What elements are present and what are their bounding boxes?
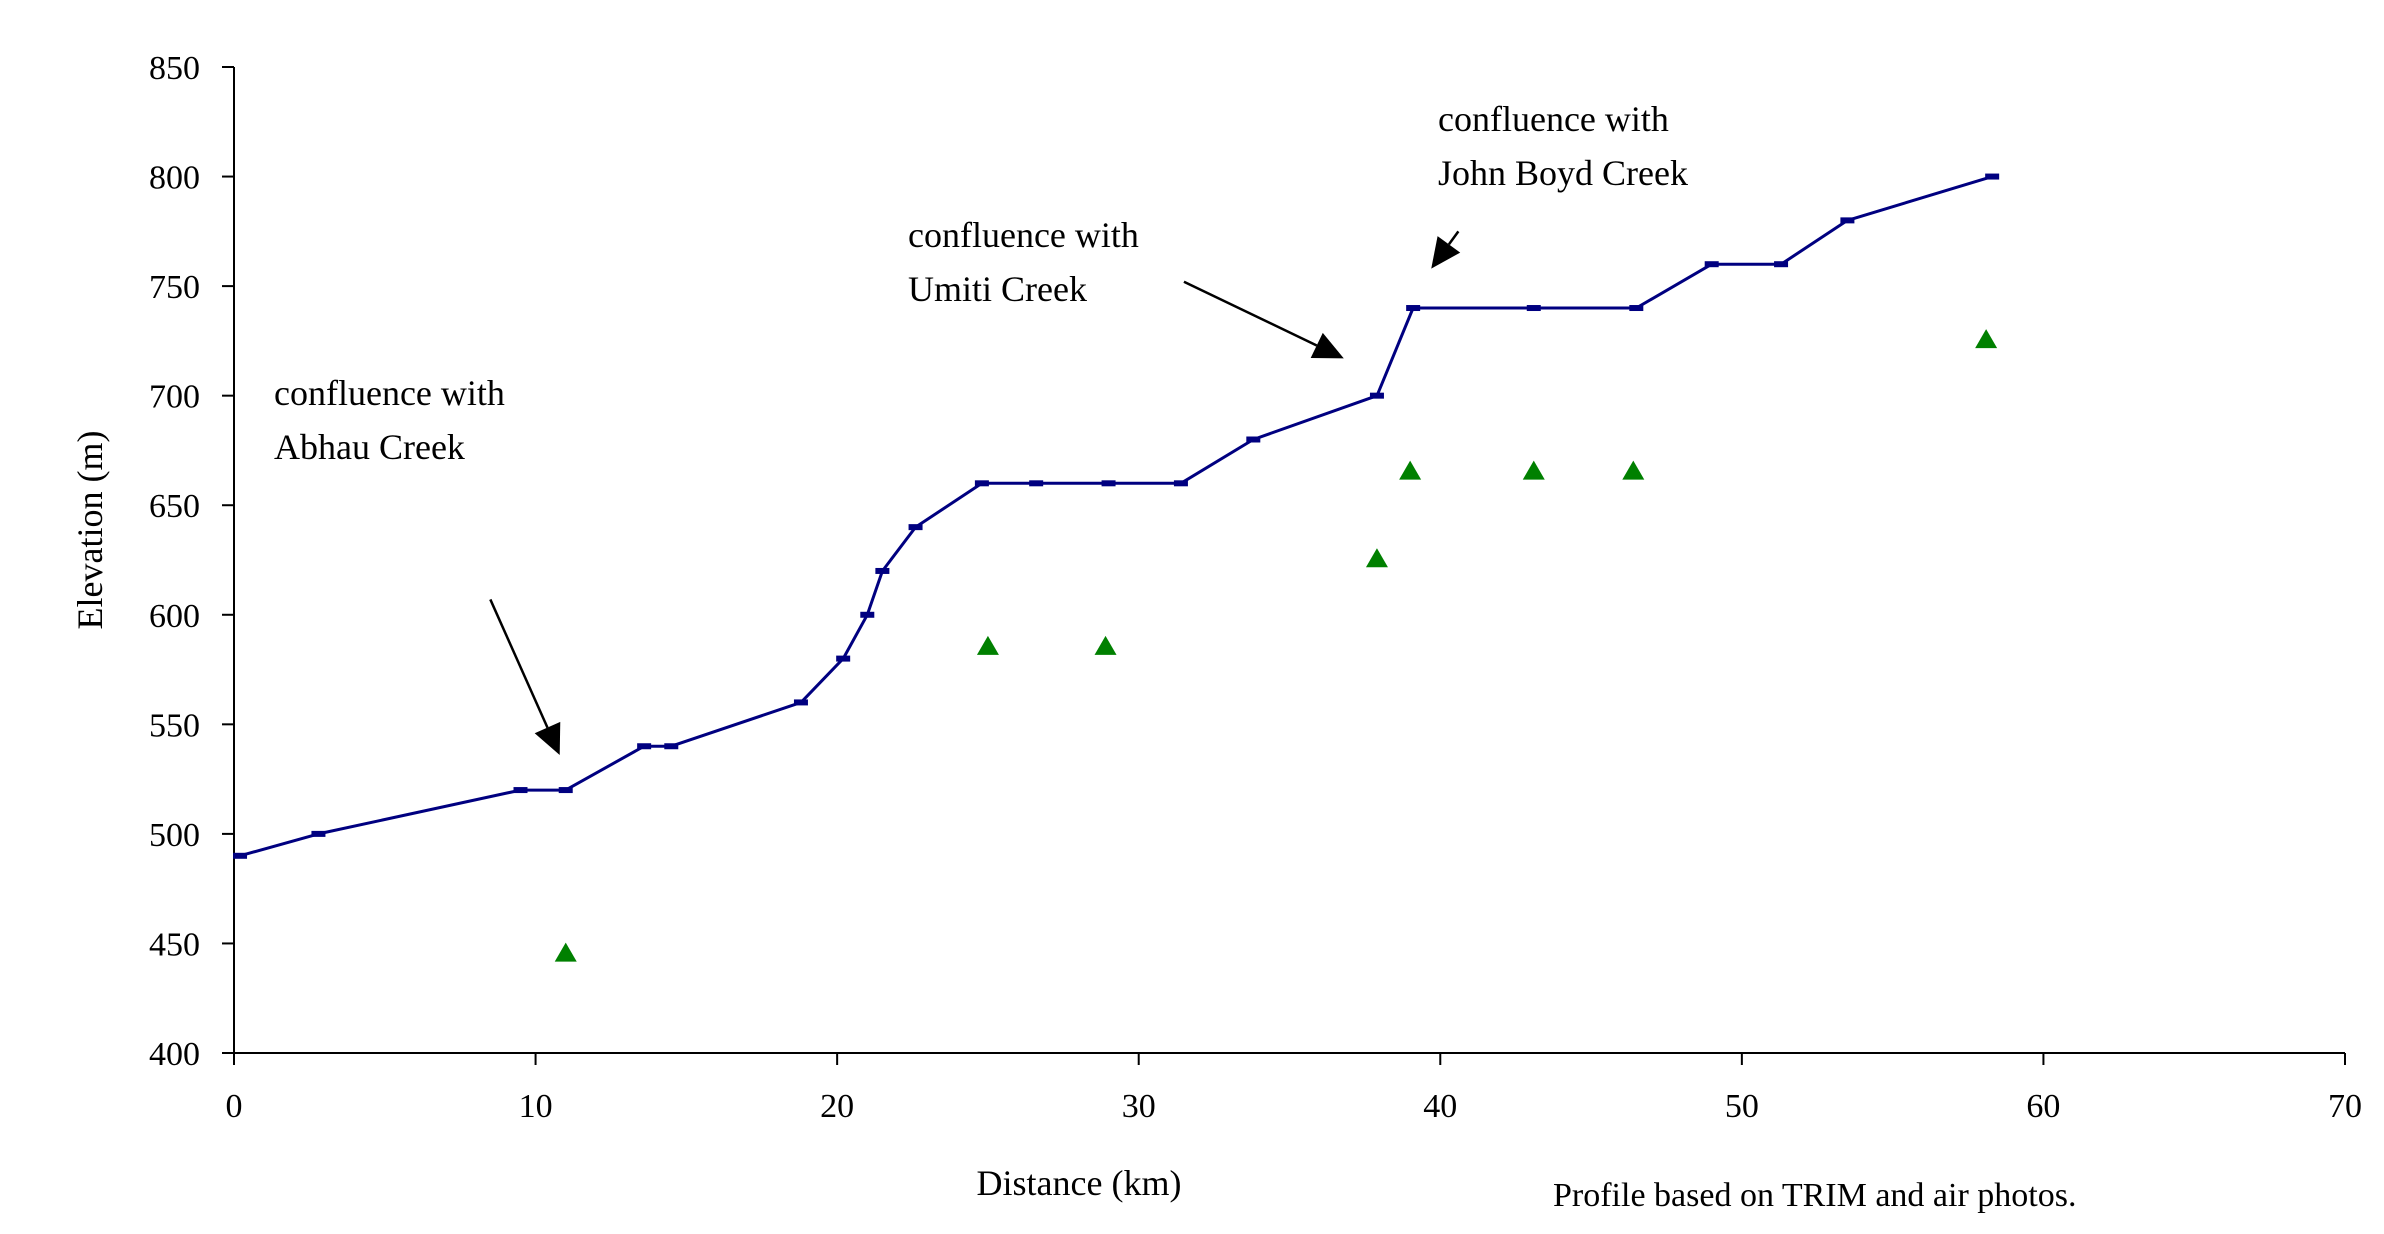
triangle-point	[1094, 635, 1117, 655]
profile-line	[239, 175, 1993, 858]
annotation-arrow-head	[1431, 236, 1461, 269]
annotation-arrow-head	[534, 721, 561, 756]
triangle-point	[554, 942, 577, 962]
x-tick-label: 70	[2328, 1088, 2362, 1125]
y-tick-label: 500	[149, 817, 200, 854]
x-tick-label: 30	[1122, 1088, 1156, 1125]
axes: 400 450 500 550 600 650 700 750 800 850 0 10 20 30 40 5…	[149, 50, 2362, 1125]
source-note: Profile based on TRIM and air photos.	[1553, 1177, 2076, 1214]
y-tick-label: 400	[149, 1036, 200, 1073]
triangle-point	[1365, 548, 1388, 568]
y-tick-label: 650	[149, 488, 200, 525]
y-tick-label: 800	[149, 160, 200, 197]
x-tick-label: 20	[820, 1088, 854, 1125]
y-tick-label: 850	[149, 50, 200, 87]
triangle-point	[1975, 329, 1998, 349]
y-tick-label: 550	[149, 707, 200, 744]
x-axis-title: Distance (km)	[977, 1163, 1182, 1203]
annotation-text: Abhau Creek	[274, 427, 465, 467]
annotation-text: Umiti Creek	[908, 269, 1087, 309]
annotation-arrow-shaft	[1183, 280, 1318, 347]
annotation-arrow-shaft	[1447, 230, 1460, 246]
x-tick-label: 60	[2026, 1088, 2060, 1125]
triangle-point	[1622, 460, 1645, 480]
y-axis-title: Elevation (m)	[70, 431, 110, 630]
annotation-text: confluence with	[1438, 99, 1669, 139]
x-tick-label: 10	[519, 1088, 553, 1125]
y-tick-label: 450	[149, 926, 200, 963]
triangle-point	[1399, 460, 1422, 480]
x-tick-label: 0	[226, 1088, 243, 1125]
series-layer	[233, 173, 2000, 962]
annotation-arrow-head	[1310, 332, 1344, 359]
annotation-text: confluence with	[274, 373, 505, 413]
annotations: confluence with Abhau Creek confluence wit…	[274, 99, 1688, 756]
annotation-text: confluence with	[908, 215, 1139, 255]
y-tick-label: 600	[149, 598, 200, 635]
x-tick-label: 50	[1725, 1088, 1759, 1125]
triangle-point	[976, 635, 999, 655]
annotation-text: John Boyd Creek	[1438, 153, 1688, 193]
triangle-point	[1522, 460, 1545, 480]
x-tick-label: 40	[1423, 1088, 1457, 1125]
y-tick-label: 700	[149, 379, 200, 416]
annotation-arrow-shaft	[489, 598, 549, 729]
y-tick-label: 750	[149, 269, 200, 306]
